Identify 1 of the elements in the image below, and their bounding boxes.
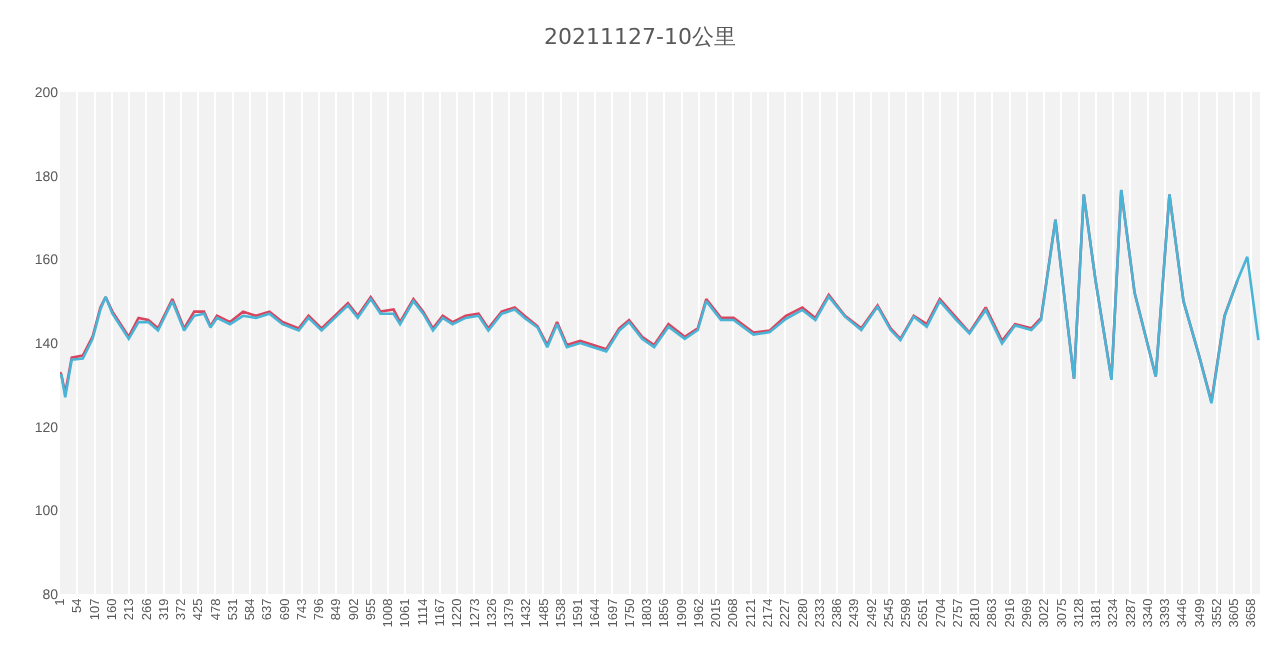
chart-title: 20211127-10公里: [544, 24, 736, 51]
